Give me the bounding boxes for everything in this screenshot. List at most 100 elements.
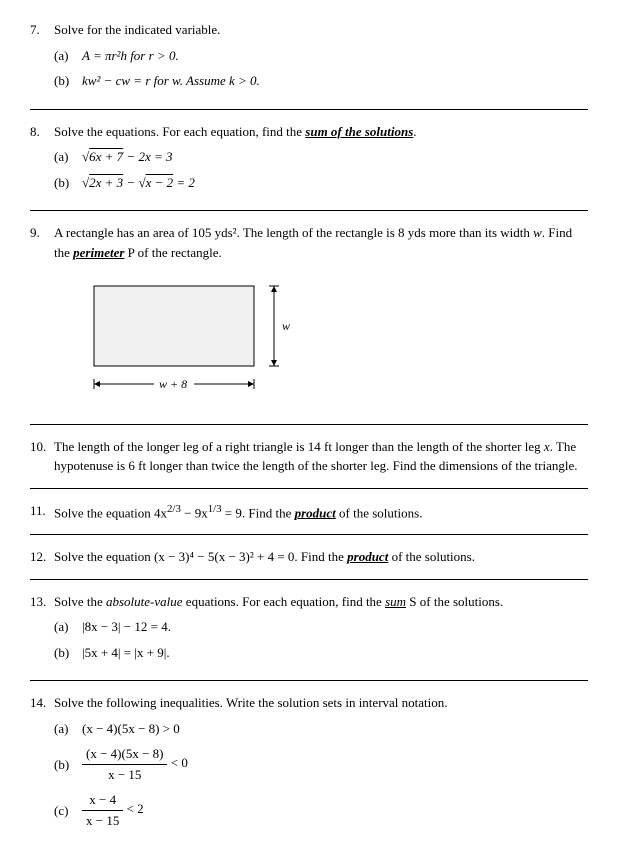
problem-em: product	[347, 549, 388, 564]
problem-10-main: 10. The length of the longer leg of a ri…	[30, 437, 588, 476]
problem-number: 11.	[30, 501, 48, 523]
sub-text: |5x + 4| = |x + 9|.	[82, 643, 170, 663]
problem-number: 7.	[30, 20, 48, 97]
text-post: S of the solutions.	[406, 594, 503, 609]
rectangle-svg: w w + 8	[84, 276, 324, 396]
sqrt-arg: 2x + 3	[89, 175, 123, 190]
denominator: x − 15	[82, 765, 167, 785]
fraction: (x − 4)(5x − 8) x − 15	[82, 744, 167, 784]
sub-text: (x − 4)(5x − 8) > 0	[82, 719, 180, 739]
problem-content: A rectangle has an area of 105 yds². The…	[54, 223, 588, 412]
problem-11: 11. Solve the equation 4x2/3 − 9x1/3 = 9…	[30, 501, 588, 523]
divider	[30, 680, 588, 681]
text-pre: Solve the	[54, 594, 106, 609]
sqrt-arg: 6x + 7	[89, 149, 123, 164]
rect-shape	[94, 286, 254, 366]
sub-label: (a)	[54, 617, 76, 637]
text-post: of the solutions.	[336, 505, 423, 520]
numerator: (x − 4)(5x − 8)	[82, 744, 167, 765]
subpart-b: (b) |5x + 4| = |x + 9|.	[54, 643, 588, 663]
problem-content: Solve for the indicated variable. (a) A …	[54, 20, 588, 97]
text-mid2: = 9. Find the	[222, 505, 295, 520]
problem-content: Solve the absolute-value equations. For …	[54, 592, 588, 669]
sub-label: (b)	[54, 643, 76, 663]
exp2: 1/3	[208, 503, 222, 515]
subpart-b: (b) (x − 4)(5x − 8) x − 15 < 0	[54, 744, 588, 784]
problem-14: 14. Solve the following inequalities. Wr…	[30, 693, 588, 836]
divider	[30, 109, 588, 110]
subparts: (a) A = πr²h for r > 0. (b) kw² − cw = r…	[54, 46, 588, 91]
problem-number: 10.	[30, 437, 48, 476]
sub-text: kw² − cw = r for w. Assume k > 0.	[82, 71, 260, 91]
eq-rest: − 2x = 3	[123, 149, 172, 164]
problem-content: Solve the equations. For each equation, …	[54, 122, 588, 199]
subpart-a: (a) A = πr²h for r > 0.	[54, 46, 588, 66]
problem-7: 7. Solve for the indicated variable. (a)…	[30, 20, 588, 97]
problem-text-post: .	[413, 124, 416, 139]
sub-label: (a)	[54, 46, 76, 66]
eq-rest: = 2	[173, 175, 195, 190]
subpart-a: (a) (x − 4)(5x − 8) > 0	[54, 719, 588, 739]
rest: < 2	[123, 801, 143, 816]
subpart-b: (b) √2x + 3 − √x − 2 = 2	[54, 173, 588, 193]
problem-13: 13. Solve the absolute-value equations. …	[30, 592, 588, 669]
problem-14-main: 14. Solve the following inequalities. Wr…	[30, 693, 588, 836]
text-pre: Solve the equation (x − 3)⁴ − 5(x − 3)² …	[54, 549, 347, 564]
text-post: of the solutions.	[388, 549, 475, 564]
subparts: (a) (x − 4)(5x − 8) > 0 (b) (x − 4)(5x −…	[54, 719, 588, 831]
problem-number: 9.	[30, 223, 48, 412]
problem-content: Solve the following inequalities. Write …	[54, 693, 588, 836]
problem-12: 12. Solve the equation (x − 3)⁴ − 5(x − …	[30, 547, 588, 567]
problem-8-main: 8. Solve the equations. For each equatio…	[30, 122, 588, 199]
problem-content: Solve the equation 4x2/3 − 9x1/3 = 9. Fi…	[54, 501, 588, 523]
problem-9-main: 9. A rectangle has an area of 105 yds². …	[30, 223, 588, 412]
sub-text: (x − 4)(5x − 8) x − 15 < 0	[82, 744, 188, 784]
var-w: w	[533, 225, 542, 240]
fraction: x − 4 x − 15	[82, 790, 123, 830]
subpart-c: (c) x − 4 x − 15 < 2	[54, 790, 588, 830]
problem-number: 14.	[30, 693, 48, 836]
problem-7-main: 7. Solve for the indicated variable. (a)…	[30, 20, 588, 97]
problem-number: 13.	[30, 592, 48, 669]
sub-text: √6x + 7 − 2x = 3	[82, 147, 173, 167]
problem-em: perimeter	[73, 245, 124, 260]
text-pre: Solve the equation 4x	[54, 505, 167, 520]
problem-em: product	[295, 505, 336, 520]
sub-label: (b)	[54, 71, 76, 91]
subpart-a: (a) |8x − 3| − 12 = 4.	[54, 617, 588, 637]
text-mid: − 9x	[181, 505, 208, 520]
eq-mid: −	[123, 175, 138, 190]
subpart-b: (b) kw² − cw = r for w. Assume k > 0.	[54, 71, 588, 91]
numerator: x − 4	[82, 790, 123, 811]
label-len: w + 8	[159, 377, 187, 391]
sub-label: (a)	[54, 147, 76, 167]
problem-text-pre: The length of the longer leg of a right …	[54, 439, 544, 454]
problem-12-main: 12. Solve the equation (x − 3)⁴ − 5(x − …	[30, 547, 588, 567]
text-mid: equations. For each equation, find the	[183, 594, 386, 609]
sub-text: x − 4 x − 15 < 2	[82, 790, 144, 830]
sub-label: (c)	[54, 801, 76, 821]
problem-text-post2: P of the rectangle.	[124, 245, 221, 260]
subparts: (a) |8x − 3| − 12 = 4. (b) |5x + 4| = |x…	[54, 617, 588, 662]
problem-number: 8.	[30, 122, 48, 199]
problem-content: Solve the equation (x − 3)⁴ − 5(x − 3)² …	[54, 547, 588, 567]
divider	[30, 488, 588, 489]
sub-label: (a)	[54, 719, 76, 739]
label-w: w	[282, 319, 290, 333]
divider	[30, 424, 588, 425]
sqrt-arg2: x − 2	[146, 175, 174, 190]
problem-em: sum of the solutions	[305, 124, 413, 139]
sub-text: |8x − 3| − 12 = 4.	[82, 617, 171, 637]
sub-text: √2x + 3 − √x − 2 = 2	[82, 173, 195, 193]
problem-11-main: 11. Solve the equation 4x2/3 − 9x1/3 = 9…	[30, 501, 588, 523]
divider	[30, 579, 588, 580]
problem-text-pre: Solve the equations. For each equation, …	[54, 124, 305, 139]
em2: sum	[385, 594, 406, 609]
rectangle-figure: w w + 8	[84, 276, 588, 402]
problem-9: 9. A rectangle has an area of 105 yds². …	[30, 223, 588, 412]
sub-label: (b)	[54, 173, 76, 193]
problem-13-main: 13. Solve the absolute-value equations. …	[30, 592, 588, 669]
denominator: x − 15	[82, 811, 123, 831]
problem-8: 8. Solve the equations. For each equatio…	[30, 122, 588, 199]
problem-text-pre: A rectangle has an area of 105 yds². The…	[54, 225, 533, 240]
